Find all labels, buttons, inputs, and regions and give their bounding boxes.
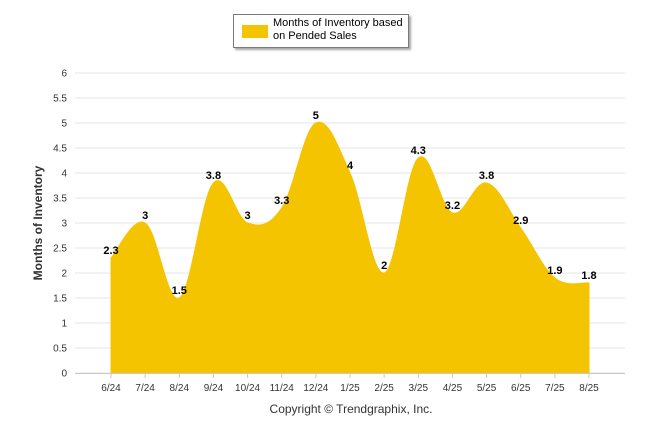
y-tick-label: 0: [61, 369, 67, 380]
y-tick-label: 0.5: [53, 344, 67, 355]
x-tick-label: 3/25: [409, 383, 429, 394]
data-label: 1.5: [172, 285, 187, 297]
data-label: 3.3: [274, 195, 289, 207]
data-label: 3: [245, 210, 251, 222]
x-tick-label: 7/25: [545, 383, 565, 394]
data-labels: 2.3 3 1.5 3.8 3 3.3 5 4 2 4.3 3.2 3.8 2.9 1.9 1.8: [103, 110, 596, 297]
data-label: 1.9: [547, 265, 562, 277]
y-tick-label: 4: [61, 169, 67, 180]
y-axis-ticks: 0 0.5 1 1.5 2 2.5 3 3.5 4 4.5 5 5.5 6: [53, 69, 67, 380]
x-tick-label: 7/24: [135, 383, 155, 394]
x-tick-label: 8/24: [170, 383, 190, 394]
area-series: [110, 121, 590, 374]
data-label: 1.8: [581, 270, 596, 282]
data-label: 2: [381, 260, 387, 272]
y-tick-label: 2: [61, 269, 67, 280]
data-label: 4: [347, 160, 354, 172]
x-tick-label: 6/24: [101, 383, 121, 394]
y-axis-label: Months of Inventory: [31, 165, 45, 280]
x-tick-label: 6/25: [511, 383, 531, 394]
y-tick-label: 1.5: [53, 294, 67, 305]
x-tick-label: 10/24: [235, 383, 260, 394]
x-tick-label: 12/24: [303, 383, 328, 394]
y-tick-label: 1: [61, 319, 67, 330]
data-label: 4.3: [411, 145, 426, 157]
data-label: 3.2: [445, 200, 460, 212]
x-tick-label: 1/25: [340, 383, 360, 394]
x-tick-label: 5/25: [477, 383, 497, 394]
data-label: 3.8: [479, 170, 494, 182]
data-label: 5: [313, 110, 319, 122]
data-label: 2.3: [103, 245, 118, 257]
x-tick-label: 2/25: [374, 383, 394, 394]
data-label: 3: [142, 210, 148, 222]
legend: Months of Inventory based on Pended Sale…: [233, 14, 409, 48]
data-label: 3.8: [206, 170, 221, 182]
x-tick-label: 8/25: [579, 383, 599, 394]
x-tick-label: 11/24: [270, 383, 295, 394]
x-tick-label: 9/24: [204, 383, 224, 394]
legend-swatch: [242, 25, 268, 38]
copyright-footer: Copyright © Trendgraphix, Inc.: [270, 402, 433, 416]
x-axis-ticks: 6/24 7/24 8/24 9/24 10/24 11/24 12/24 1/25 2/25 3…: [101, 373, 599, 394]
y-tick-label: 3.5: [53, 194, 67, 205]
y-tick-label: 6: [61, 69, 67, 80]
y-tick-label: 3: [61, 219, 67, 230]
data-label: 2.9: [513, 215, 528, 227]
y-tick-label: 5.5: [53, 94, 67, 105]
x-tick-label: 4/25: [443, 383, 463, 394]
y-tick-label: 4.5: [53, 144, 67, 155]
y-tick-label: 2.5: [53, 244, 67, 255]
y-tick-label: 5: [61, 119, 67, 130]
legend-label: Months of Inventory based on Pended Sale…: [273, 17, 403, 42]
